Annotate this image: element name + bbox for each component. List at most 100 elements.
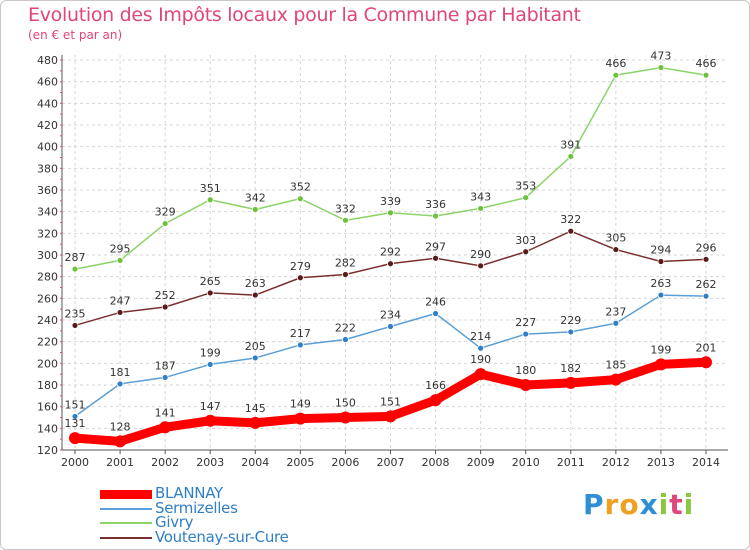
- data-label-sermizelles: 234: [380, 309, 401, 322]
- data-label-blannay: 199: [650, 343, 671, 356]
- data-label-givry: 473: [650, 50, 671, 63]
- y-tick-label: 360: [37, 184, 58, 197]
- data-label-sermizelles: 187: [155, 359, 176, 372]
- data-label-sermizelles: 181: [110, 366, 131, 379]
- y-tick-label: 120: [37, 444, 58, 457]
- x-tick-label: 2011: [557, 456, 585, 469]
- x-tick-label: 2013: [647, 456, 675, 469]
- y-tick-label: 220: [37, 336, 58, 349]
- y-tick-label: 160: [37, 401, 58, 414]
- data-label-givry: 351: [200, 182, 221, 195]
- data-label-sermizelles: 151: [65, 398, 86, 411]
- data-label-givry: 466: [696, 57, 717, 70]
- data-label-voutenay-sur-cure: 252: [155, 289, 176, 302]
- data-label-voutenay-sur-cure: 322: [560, 213, 581, 226]
- data-point-sermizelles: [567, 328, 575, 336]
- data-label-givry: 466: [605, 57, 626, 70]
- data-label-voutenay-sur-cure: 290: [470, 248, 491, 261]
- data-point-voutenay-sur-cure: [612, 246, 620, 253]
- data-label-blannay: 201: [696, 341, 717, 354]
- y-tick-label: 240: [37, 314, 58, 327]
- data-point-voutenay-sur-cure: [296, 274, 304, 282]
- data-label-givry: 329: [155, 206, 176, 219]
- data-point-blannay: [159, 421, 172, 434]
- data-point-sermizelles: [702, 292, 710, 300]
- data-label-voutenay-sur-cure: 294: [650, 244, 671, 257]
- y-tick-label: 440: [37, 97, 58, 110]
- data-label-blannay: 180: [515, 364, 536, 377]
- data-point-blannay: [609, 373, 622, 386]
- logo-letter: P: [583, 488, 605, 521]
- data-label-blannay: 128: [110, 420, 131, 433]
- data-point-sermizelles: [71, 413, 79, 420]
- data-point-givry: [296, 195, 304, 203]
- data-point-voutenay-sur-cure: [522, 248, 530, 256]
- data-point-givry: [567, 153, 575, 160]
- data-point-voutenay-sur-cure: [71, 322, 79, 329]
- data-label-blannay: 131: [65, 417, 86, 430]
- logo-letter: i: [658, 488, 670, 521]
- y-tick-label: 380: [37, 162, 58, 175]
- data-label-givry: 343: [470, 190, 491, 203]
- data-label-blannay: 185: [605, 359, 626, 372]
- data-point-sermizelles: [296, 341, 304, 349]
- data-label-voutenay-sur-cure: 292: [380, 246, 401, 259]
- x-tick-label: 2000: [61, 456, 89, 469]
- legend-label: Sermizelles: [155, 499, 238, 517]
- legend-label: Givry: [155, 513, 194, 531]
- data-point-sermizelles: [206, 361, 214, 368]
- legend-swatch: [100, 490, 152, 499]
- data-point-blannay: [700, 356, 712, 369]
- chart-subtitle: (en € et par an): [28, 28, 123, 42]
- data-label-voutenay-sur-cure: 282: [335, 257, 356, 270]
- data-label-givry: 332: [335, 202, 356, 215]
- y-tick-label: 340: [37, 206, 58, 219]
- data-point-voutenay-sur-cure: [206, 289, 214, 297]
- y-tick-label: 200: [37, 357, 58, 370]
- data-point-voutenay-sur-cure: [387, 260, 394, 268]
- data-point-blannay: [249, 416, 262, 429]
- y-tick-label: 140: [37, 422, 58, 435]
- y-tick-label: 280: [37, 271, 58, 284]
- y-tick-label: 480: [37, 54, 58, 67]
- x-tick-label: 2009: [467, 456, 495, 469]
- data-point-sermizelles: [251, 354, 259, 362]
- data-label-sermizelles: 214: [470, 330, 491, 343]
- data-label-sermizelles: 227: [515, 316, 536, 329]
- data-label-givry: 287: [65, 251, 86, 264]
- x-tick-label: 2002: [151, 456, 179, 469]
- x-tick-label: 2008: [422, 456, 450, 469]
- data-point-blannay: [429, 394, 442, 407]
- y-tick-label: 180: [37, 379, 58, 392]
- data-point-sermizelles: [387, 323, 394, 330]
- data-label-givry: 391: [560, 138, 581, 151]
- data-label-sermizelles: 217: [290, 327, 311, 340]
- data-label-voutenay-sur-cure: 296: [696, 241, 717, 254]
- data-point-blannay: [654, 358, 667, 371]
- data-label-blannay: 151: [380, 395, 401, 408]
- y-tick-label: 400: [37, 141, 58, 154]
- data-point-blannay: [294, 412, 307, 425]
- data-point-givry: [657, 64, 665, 71]
- data-label-sermizelles: 199: [200, 346, 221, 359]
- legend-swatch: [100, 508, 152, 510]
- data-point-givry: [206, 196, 214, 204]
- data-point-sermizelles: [161, 374, 169, 381]
- data-point-sermizelles: [116, 380, 124, 388]
- data-point-blannay: [519, 379, 532, 391]
- data-point-givry: [522, 194, 530, 201]
- data-label-givry: 352: [290, 181, 311, 194]
- data-label-sermizelles: 222: [335, 322, 356, 335]
- data-point-blannay: [564, 376, 577, 389]
- data-point-blannay: [339, 411, 352, 424]
- x-tick-label: 2010: [512, 456, 540, 469]
- data-point-blannay: [474, 368, 487, 381]
- data-point-sermizelles: [612, 319, 620, 327]
- data-label-blannay: 150: [335, 397, 356, 410]
- data-point-voutenay-sur-cure: [161, 303, 169, 311]
- data-label-sermizelles: 237: [605, 305, 626, 318]
- data-point-blannay: [69, 432, 81, 445]
- x-tick-label: 2005: [286, 456, 314, 469]
- x-tick-label: 2014: [692, 456, 720, 469]
